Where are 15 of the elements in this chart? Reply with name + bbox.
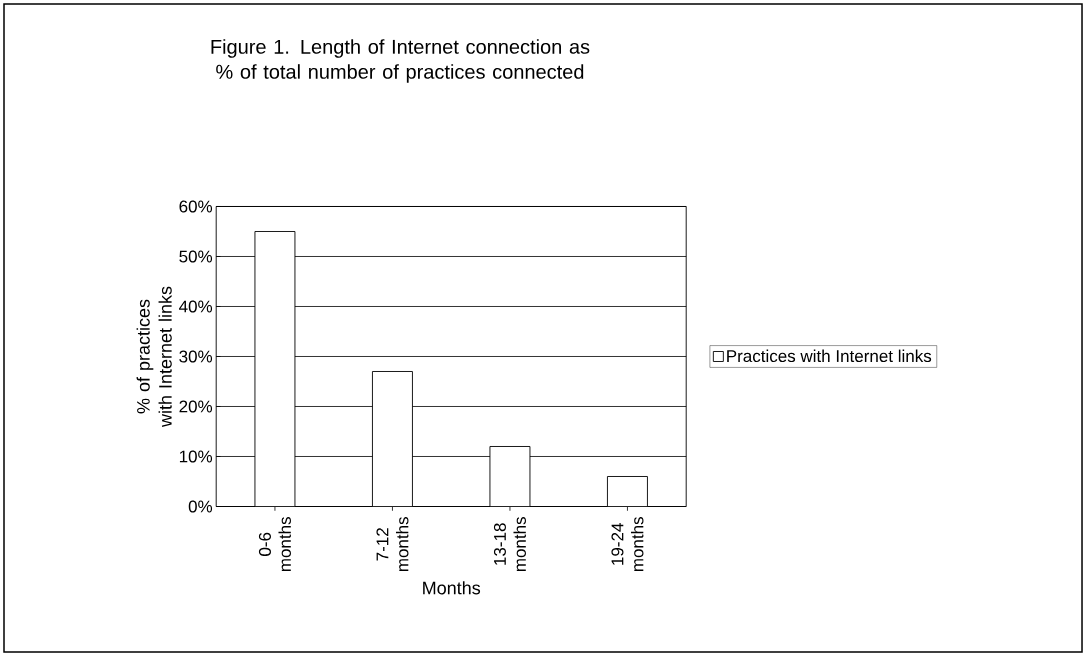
- x-tick-label: 7-12 months: [376, 517, 409, 572]
- x-tick-label: 13-18 months: [493, 517, 526, 572]
- y-tick-label: 40%: [179, 300, 213, 313]
- y-tick-label: 30%: [179, 350, 213, 363]
- y-tick-label: 10%: [179, 450, 213, 463]
- legend-label: Practices with Internet links: [727, 349, 932, 363]
- y-tick-label: 50%: [179, 250, 213, 263]
- y-tick-label: 0%: [188, 500, 213, 513]
- x-axis-title: Months: [423, 581, 481, 595]
- y-axis-title: % of practices with Internet links: [136, 286, 172, 428]
- chart-title: Figure 1. Length of Internet connection as % of total number of practices connected: [211, 39, 590, 83]
- y-tick-label: 20%: [179, 400, 213, 413]
- x-tick-label: 19-24 months: [611, 517, 644, 572]
- y-tick-label: 60%: [179, 200, 213, 213]
- x-tick-label: 0-6 months: [258, 517, 291, 572]
